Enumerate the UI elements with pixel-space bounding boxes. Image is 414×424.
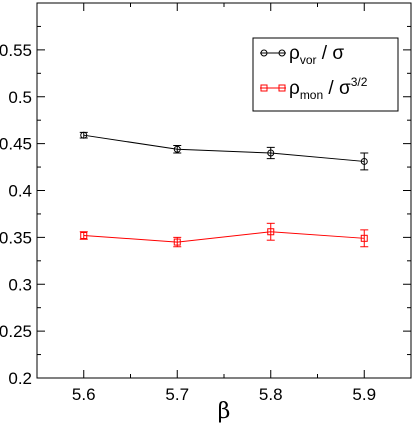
legend-marker [278,84,286,92]
y-tick-label: 0.45 [0,135,32,154]
legend-marker [260,49,268,57]
x-tick-label: 5.9 [352,385,376,404]
legend-box [252,37,399,112]
data-point [173,145,181,153]
plot-frame [36,2,412,379]
legend-marker [278,49,286,57]
series-line [83,231,365,243]
legend: ρvor / σ ρmon / σ3/2 [252,37,399,112]
y-tick-label: 0.5 [8,88,32,107]
series-2 [79,222,369,248]
legend-marker [260,84,268,92]
data-point [267,228,275,236]
data-point [80,232,88,239]
data-point [80,131,88,139]
x-tick-label: 5.7 [165,385,189,404]
y-tick-label: 0.55 [0,41,32,60]
x-axis-title: β [218,399,231,424]
y-tick-label: 0.4 [8,182,32,201]
series-line [83,134,365,162]
data-point [360,157,368,165]
data-point [360,234,368,242]
ticks-layer: 0.2 0.25 0.3 0.35 0.4 0.45 0.5 0.55 5.6 5.7 5.8 5.9 [0,3,411,404]
x-tick-label: 5.8 [259,385,283,404]
x-tick-label: 5.6 [72,385,96,404]
series-layer [79,131,369,248]
y-tick-label: 0.25 [0,322,32,341]
data-point [267,149,275,157]
y-tick-label: 0.2 [8,369,32,388]
legend-label: ρmon / σ3/2 [289,75,368,102]
legend-entry-1: ρvor / σ [260,43,344,67]
legend-entry-2: ρmon / σ3/2 [260,75,368,102]
data-point [173,238,181,246]
y-tick-label: 0.35 [0,228,32,247]
series-1 [79,131,369,171]
legend-label: ρvor / σ [289,43,344,67]
y-tick-label: 0.3 [8,275,32,294]
